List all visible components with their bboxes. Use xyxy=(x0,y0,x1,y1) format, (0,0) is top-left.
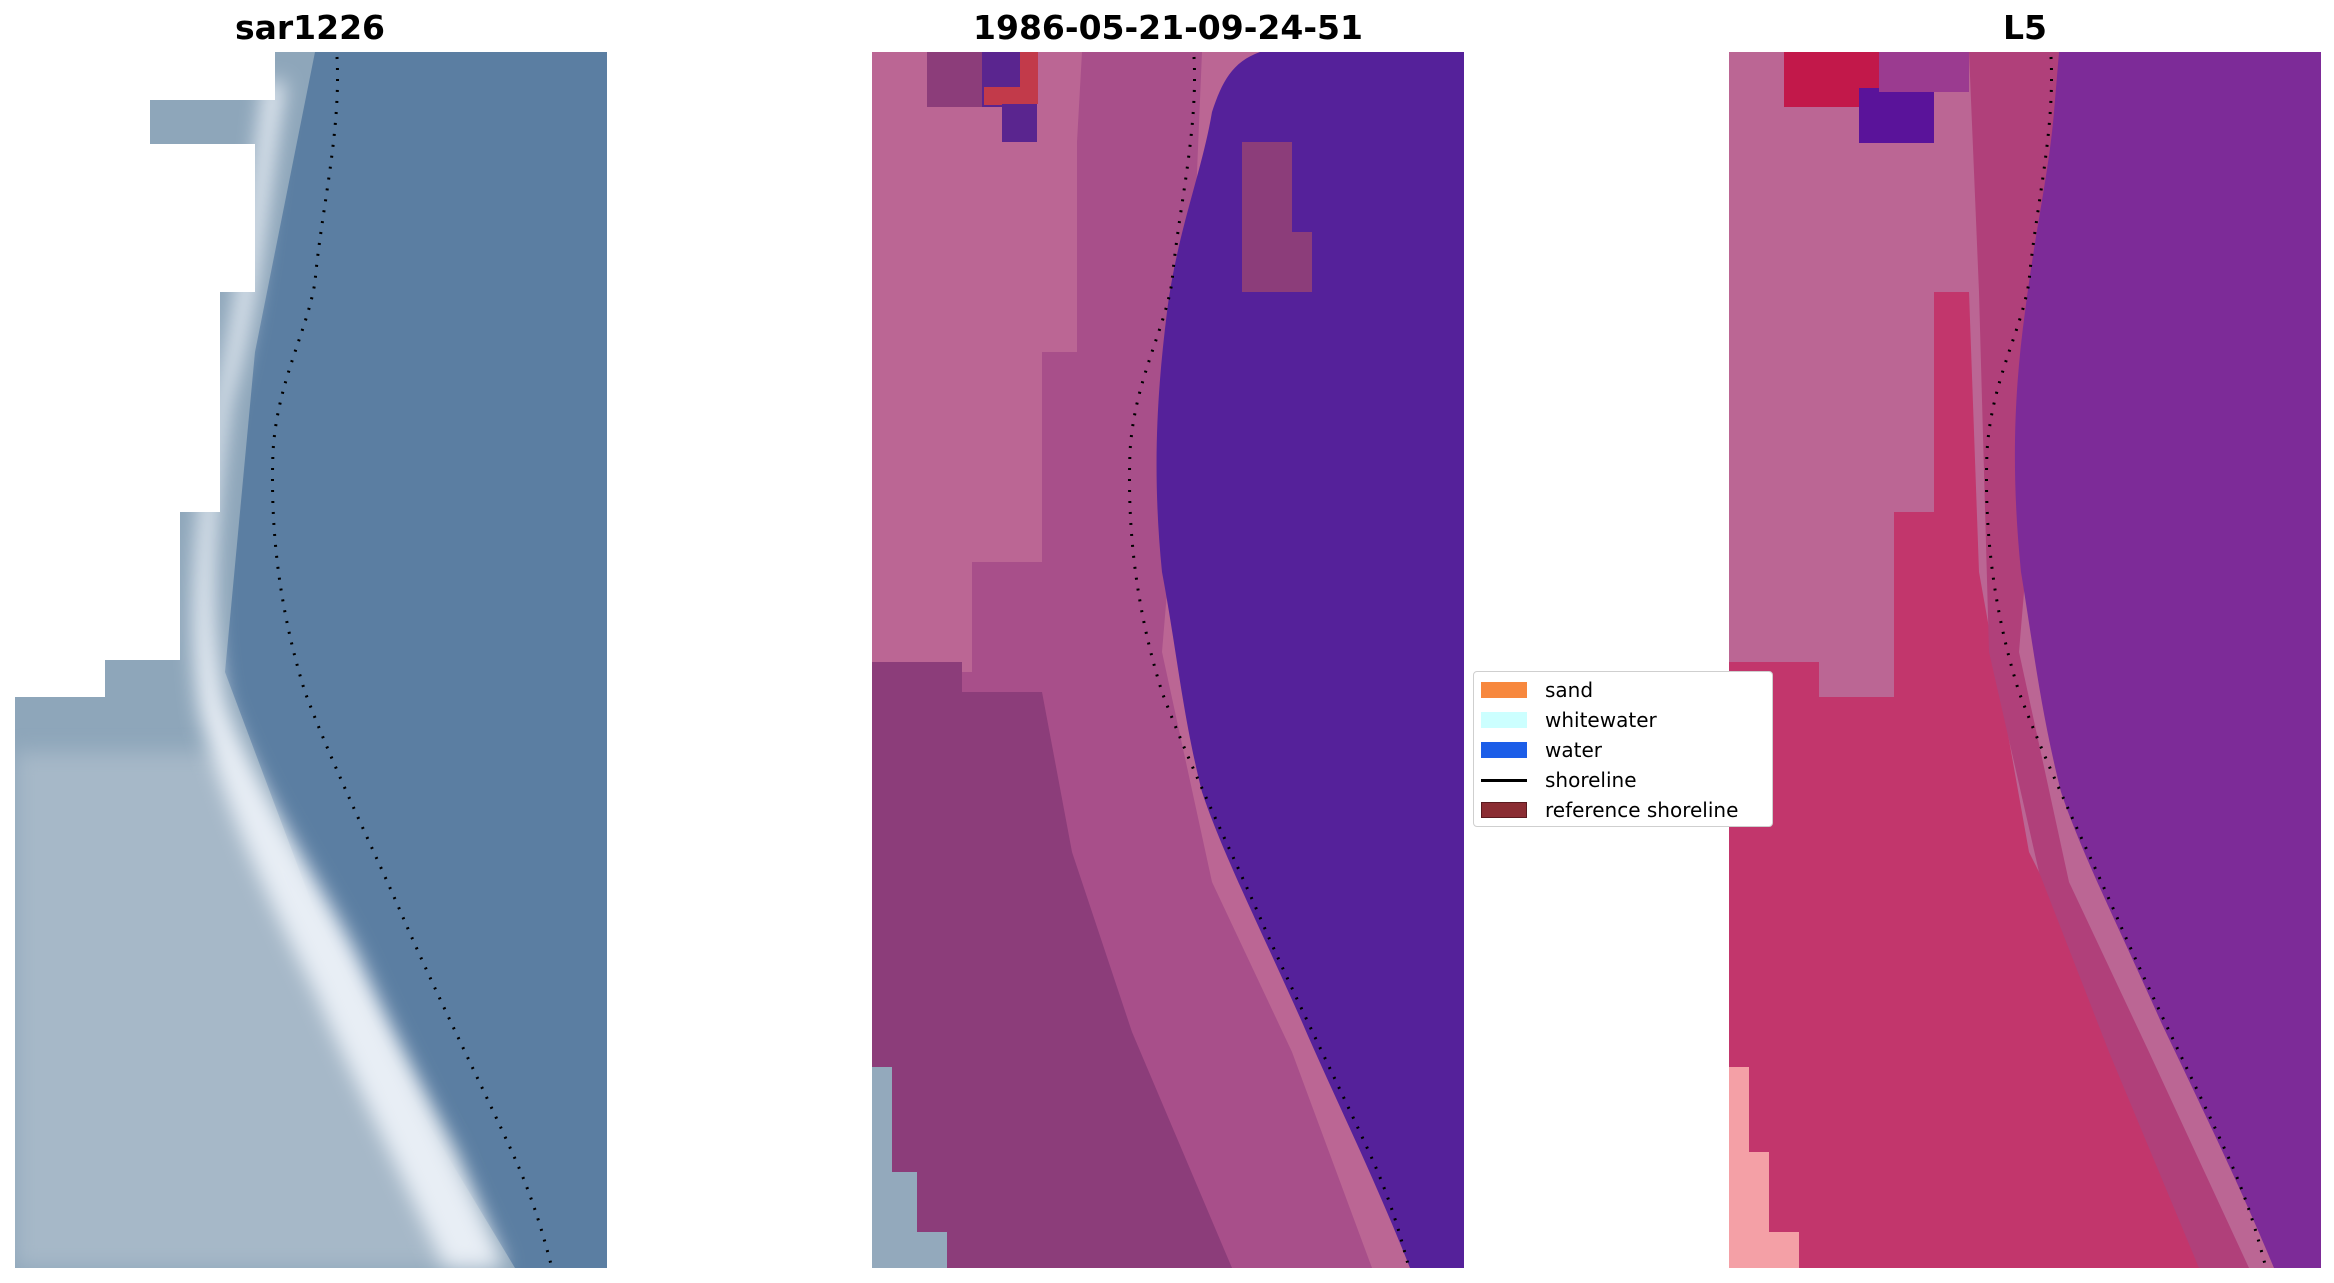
legend-label-whitewater: whitewater xyxy=(1545,708,1657,732)
legend-item-sand: sand xyxy=(1481,678,1593,702)
legend-item-shoreline: shoreline xyxy=(1481,768,1637,792)
legend-item-reference-shoreline: reference shoreline xyxy=(1481,798,1738,822)
legend-line-shoreline xyxy=(1481,778,1527,782)
classified-image-panel xyxy=(872,52,1464,1268)
legend-swatch-whitewater xyxy=(1481,712,1527,728)
legend-swatch-reference-shoreline xyxy=(1481,802,1527,818)
panel-title-index: L5 xyxy=(2003,8,2047,47)
panel-title-rgb: sar1226 xyxy=(234,8,386,47)
legend-item-water: water xyxy=(1481,738,1602,762)
legend-swatch-water xyxy=(1481,742,1527,758)
rgb-image-panel xyxy=(15,52,607,1268)
legend: sand whitewater water shoreline referenc… xyxy=(1473,671,1773,827)
legend-label-water: water xyxy=(1545,738,1602,762)
legend-label-sand: sand xyxy=(1545,678,1594,702)
panel-title-classified: 1986-05-21-09-24-51 xyxy=(973,8,1363,47)
legend-item-whitewater: whitewater xyxy=(1481,708,1657,732)
index-image-panel xyxy=(1729,52,2321,1268)
legend-swatch-sand xyxy=(1481,682,1527,698)
legend-label-reference-shoreline: reference shoreline xyxy=(1545,798,1739,822)
legend-label-shoreline: shoreline xyxy=(1545,768,1637,792)
